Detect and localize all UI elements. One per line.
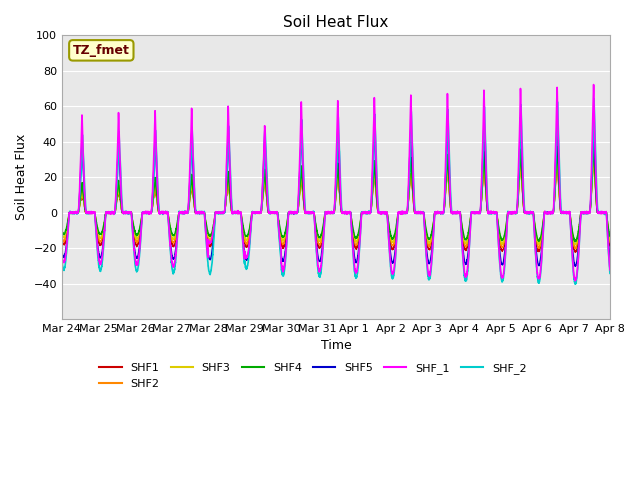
SHF4 [490,210,497,216]
Line: SHF_1: SHF_1 [62,84,610,281]
SHF5 [590,111,598,117]
X-axis label: Time: Time [321,339,351,352]
SHF1 [605,240,613,245]
SHF1 [606,243,614,249]
SHF_2 [572,281,579,287]
SHF4 [428,227,436,232]
SHF1 [459,233,467,239]
SHF2 [589,146,597,152]
SHF_2 [590,96,598,102]
SHF1 [572,249,579,255]
SHF_1 [606,267,614,273]
SHF2 [58,234,66,240]
SHF_2 [316,274,323,279]
SHF5 [572,264,579,269]
SHF_2 [459,252,467,258]
SHF3 [428,228,436,234]
SHF_2 [605,263,613,269]
Line: SHF4: SHF4 [62,144,610,242]
Line: SHF1: SHF1 [62,154,610,252]
SHF4 [605,232,613,238]
Text: TZ_fmet: TZ_fmet [73,44,130,57]
Legend: SHF1, SHF2, SHF3, SHF4, SHF5, SHF_1, SHF_2: SHF1, SHF2, SHF3, SHF4, SHF5, SHF_1, SHF… [95,359,531,393]
SHF3 [459,229,467,235]
SHF1 [316,245,323,251]
SHF_1 [157,210,164,216]
SHF5 [428,242,436,248]
SHF2 [316,241,323,247]
SHF_1 [490,209,497,215]
SHF4 [316,234,323,240]
SHF3 [157,210,164,216]
SHF_1 [58,253,66,259]
SHF4 [590,141,598,147]
SHF5 [606,255,614,261]
SHF2 [157,210,164,216]
SHF_2 [428,251,436,257]
SHF4 [606,233,614,239]
SHF3 [316,238,323,244]
SHF2 [490,210,497,216]
SHF3 [490,210,497,216]
SHF2 [459,231,467,237]
SHF_1 [459,250,467,255]
SHF5 [316,258,323,264]
SHF_1 [316,268,323,274]
SHF2 [572,246,579,252]
SHF_2 [606,270,614,276]
SHF4 [58,229,66,235]
Line: SHF_2: SHF_2 [62,99,610,284]
SHF4 [572,239,579,245]
SHF1 [589,151,597,157]
SHF3 [605,235,613,240]
SHF5 [490,209,497,215]
SHF3 [572,242,579,248]
SHF3 [58,231,66,237]
SHF4 [157,210,164,216]
SHF1 [157,210,164,216]
SHF_2 [490,210,497,216]
SHF1 [490,209,497,215]
SHF3 [589,152,597,157]
SHF2 [606,240,614,245]
SHF_1 [605,261,613,266]
SHF2 [605,237,613,243]
SHF5 [157,210,164,216]
SHF1 [58,237,66,242]
SHF_1 [572,278,579,284]
SHF5 [605,251,613,256]
SHF2 [428,230,436,236]
SHF1 [428,232,436,238]
Line: SHF2: SHF2 [62,149,610,249]
SHF_1 [589,82,597,87]
Line: SHF3: SHF3 [62,155,610,245]
SHF5 [58,248,66,253]
SHF4 [459,227,467,232]
SHF5 [459,242,467,248]
SHF3 [606,237,614,242]
Line: SHF5: SHF5 [62,114,610,266]
SHF_1 [428,249,436,254]
Y-axis label: Soil Heat Flux: Soil Heat Flux [15,134,28,220]
SHF_2 [58,260,66,265]
SHF_2 [157,210,164,216]
Title: Soil Heat Flux: Soil Heat Flux [284,15,388,30]
